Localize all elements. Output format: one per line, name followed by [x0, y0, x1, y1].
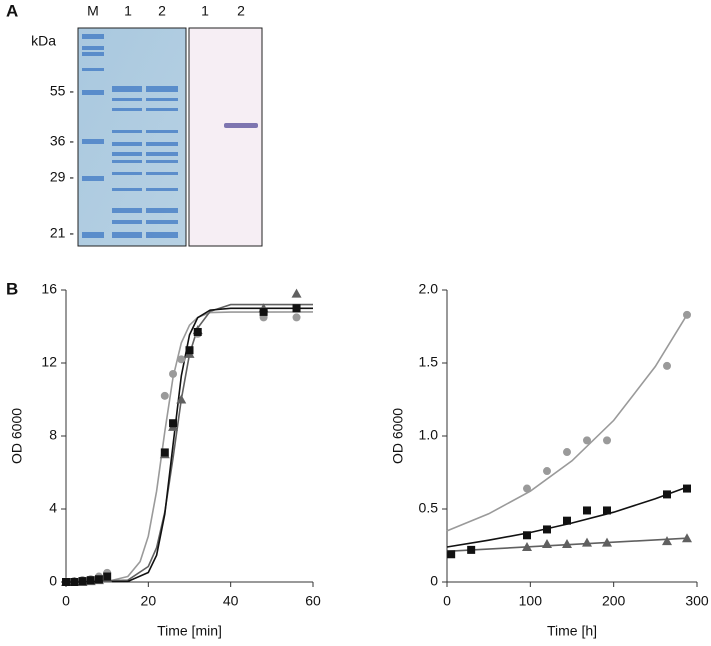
x-tick-label: 100	[519, 593, 543, 609]
point	[582, 537, 592, 547]
fit-line	[446, 486, 688, 548]
point	[169, 419, 178, 428]
point	[583, 436, 591, 445]
panel-label: A	[6, 1, 18, 20]
fit-line	[65, 303, 313, 583]
y-axis-label: OD 6000	[390, 408, 406, 464]
point	[543, 525, 551, 534]
point	[169, 369, 178, 378]
x-tick-label: 40	[223, 593, 239, 609]
y-tick-label: 16	[41, 281, 57, 297]
y-tick-label: 0.5	[419, 500, 439, 516]
lane-label: 2	[237, 3, 245, 19]
marker-label: 36 -	[50, 133, 74, 149]
point	[543, 467, 551, 476]
x-tick-label: 300	[685, 593, 709, 609]
fit-line	[65, 307, 313, 583]
point	[563, 516, 571, 525]
y-axis-label: OD 6000	[9, 408, 25, 464]
point	[663, 361, 671, 370]
blot	[188, 27, 263, 247]
lane-label: M	[87, 3, 99, 19]
unit-label: kDa	[31, 33, 56, 49]
point	[160, 391, 169, 400]
y-tick-label: 1.0	[419, 427, 439, 443]
x-axis-label: Time [h]	[547, 623, 597, 639]
lane-label: 1	[124, 3, 132, 19]
y-tick-label: 4	[49, 500, 57, 516]
point	[259, 307, 268, 316]
point	[683, 310, 691, 319]
point	[523, 484, 531, 493]
point	[563, 448, 571, 457]
x-axis-label: Time [min]	[157, 623, 222, 639]
point	[447, 550, 456, 559]
point	[603, 506, 611, 515]
point	[523, 531, 531, 540]
point	[177, 355, 186, 364]
marker-label: 29 -	[50, 169, 74, 185]
y-tick-label: 0	[430, 573, 438, 589]
point	[683, 484, 691, 493]
y-tick-label: 12	[41, 354, 57, 370]
lane-label: 2	[158, 3, 166, 19]
marker-label: 55 -	[50, 83, 74, 99]
point	[522, 541, 532, 551]
point	[603, 436, 611, 445]
point	[103, 572, 112, 581]
x-tick-label: 20	[141, 593, 157, 609]
point	[291, 288, 302, 298]
marker-label: 21 -	[50, 225, 74, 241]
point	[583, 506, 591, 515]
y-tick-label: 1.5	[419, 354, 439, 370]
point	[94, 575, 103, 584]
point	[160, 448, 169, 457]
point	[602, 537, 612, 547]
panel-label: B	[6, 279, 18, 298]
point	[663, 490, 671, 499]
point	[682, 533, 692, 543]
lane-label: 1	[201, 3, 209, 19]
point	[193, 327, 202, 336]
y-tick-label: 8	[49, 427, 57, 443]
point	[542, 539, 552, 549]
x-tick-label: 200	[602, 593, 626, 609]
point	[70, 578, 79, 586]
point	[562, 539, 572, 549]
point	[176, 394, 187, 404]
point	[467, 545, 476, 554]
x-tick-label: 0	[62, 593, 70, 609]
x-tick-label: 60	[305, 593, 321, 609]
y-tick-label: 2.0	[419, 281, 439, 297]
point	[86, 576, 95, 585]
fit-line	[446, 314, 688, 532]
y-tick-label: 0	[49, 573, 57, 589]
x-tick-label: 0	[443, 593, 451, 609]
point	[662, 536, 672, 546]
point	[292, 313, 301, 322]
point	[78, 577, 87, 586]
gel-bands	[82, 34, 178, 238]
point	[292, 304, 301, 313]
blot-band	[224, 123, 258, 128]
point	[185, 346, 194, 355]
gel	[77, 27, 187, 247]
point	[62, 578, 70, 586]
